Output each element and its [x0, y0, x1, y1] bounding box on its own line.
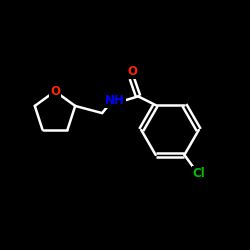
Text: Cl: Cl: [192, 167, 205, 180]
Text: O: O: [127, 65, 137, 78]
Text: NH: NH: [105, 94, 124, 107]
Text: O: O: [50, 85, 60, 98]
